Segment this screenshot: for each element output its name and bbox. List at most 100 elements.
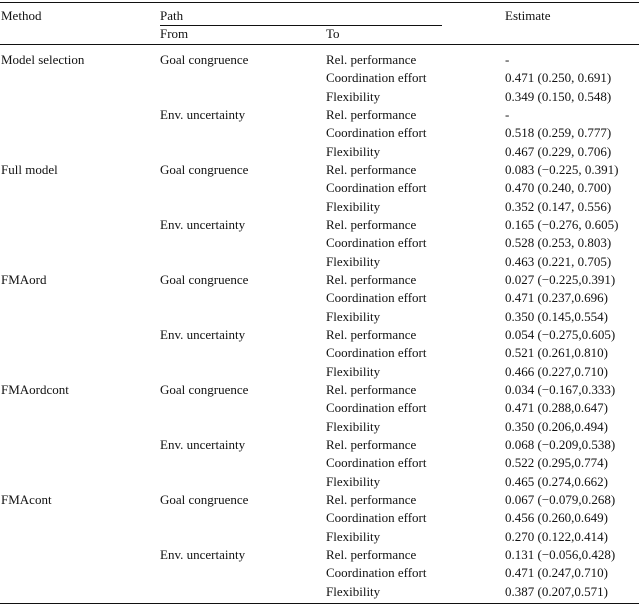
table-row: FMAcont Goal congruence Rel. performance 0.… <box>0 491 639 509</box>
cell-to: Rel. performance <box>326 217 417 232</box>
cell-estimate: 0.034 (−0.167,0.333) <box>505 381 616 397</box>
cell-estimate: 0.387 (0.207,0.571) <box>505 583 608 599</box>
cell-to: Flexibility <box>326 528 381 544</box>
cell-estimate: 0.067 (−0.079,0.268) <box>505 491 616 507</box>
table-row: Env. uncertainty Rel. performance - <box>0 106 639 124</box>
header-to: To <box>326 26 340 41</box>
cell-to: Flexibility <box>326 418 381 434</box>
cell-to: Coordination effort <box>326 565 427 581</box>
table-row: FMAordcont Goal congruence Rel. performanc… <box>0 381 639 399</box>
cell-estimate: 0.471 (0.247,0.710) <box>505 565 608 581</box>
cell-estimate: 0.131 (−0.056,0.428) <box>505 546 616 562</box>
cell-method: FMAordcont <box>1 381 69 397</box>
cell-from: Env. uncertainty <box>160 326 246 342</box>
cell-to: Coordination effort <box>326 455 427 471</box>
cell-from: Env. uncertainty <box>160 217 246 232</box>
cell-to: Rel. performance <box>326 381 417 397</box>
header-path: Path <box>160 8 184 23</box>
table-row: Flexibility 0.350 (0.145,0.554) <box>0 308 639 326</box>
header-method: Method <box>1 8 42 23</box>
table-row: Flexibility 0.463 (0.221, 0.705) <box>0 253 639 271</box>
cell-from: Goal congruence <box>160 162 249 177</box>
cell-to: Flexibility <box>326 198 381 214</box>
table-row: Flexibility 0.466 (0.227,0.710) <box>0 363 639 381</box>
table-row: Flexibility 0.349 (0.150, 0.548) <box>0 88 639 106</box>
cell-to: Coordination effort <box>326 290 427 306</box>
cell-estimate: 0.471 (0.288,0.647) <box>505 400 608 416</box>
cell-to: Rel. performance <box>326 546 417 562</box>
cell-method: FMAcont <box>1 491 52 507</box>
bottom-rule <box>0 603 639 604</box>
cell-to: Rel. performance <box>326 162 417 177</box>
cell-estimate: 0.466 (0.227,0.710) <box>505 363 608 379</box>
cell-to: Rel. performance <box>326 491 417 507</box>
table-row: Coordination effort 0.471 (0.250, 0.691) <box>0 69 639 87</box>
table-row: Env. uncertainty Rel. performance 0.068 (−… <box>0 436 639 454</box>
cell-from: Env. uncertainty <box>160 546 246 562</box>
cell-estimate: 0.471 (0.237,0.696) <box>505 290 608 306</box>
cell-to: Rel. performance <box>326 52 417 67</box>
cell-estimate: 0.471 (0.250, 0.691) <box>505 70 612 86</box>
cell-estimate: - <box>505 107 510 122</box>
cell-estimate: 0.470 (0.240, 0.700) <box>505 180 612 196</box>
cell-estimate: 0.165 (−0.276, 0.605) <box>505 217 619 232</box>
table-row: Env. uncertainty Rel. performance 0.054 (−… <box>0 326 639 344</box>
cell-to: Flexibility <box>326 583 381 599</box>
cell-from: Env. uncertainty <box>160 107 246 122</box>
table-row: Flexibility 0.467 (0.229, 0.706) <box>0 143 639 161</box>
cell-estimate: 0.054 (−0.275,0.605) <box>505 326 616 342</box>
cell-estimate: 0.068 (−0.209,0.538) <box>505 436 616 452</box>
table-row: Flexibility 0.350 (0.206,0.494) <box>0 418 639 436</box>
cell-estimate: 0.518 (0.259, 0.777) <box>505 125 612 141</box>
table-row: Flexibility 0.465 (0.274,0.662) <box>0 473 639 491</box>
cell-estimate: 0.465 (0.274,0.662) <box>505 473 608 489</box>
table-row: Model selection Goal congruence Rel. perfo… <box>0 51 639 69</box>
table-row: Flexibility 0.387 (0.207,0.571) <box>0 583 639 601</box>
cell-estimate: 0.350 (0.145,0.554) <box>505 308 608 324</box>
table-row: Flexibility 0.270 (0.122,0.414) <box>0 528 639 546</box>
cell-to: Flexibility <box>326 253 381 269</box>
table-row: Env. uncertainty Rel. performance 0.165 (−… <box>0 216 639 234</box>
cell-estimate: - <box>505 52 510 67</box>
table-row: Full model Goal congruence Rel. performanc… <box>0 161 639 179</box>
cell-estimate: 0.463 (0.221, 0.705) <box>505 253 612 269</box>
header-estimate: Estimate <box>505 8 551 23</box>
path-rule <box>160 25 442 26</box>
cell-to: Coordination effort <box>326 510 427 526</box>
cell-to: Flexibility <box>326 363 381 379</box>
cell-from: Goal congruence <box>160 272 249 287</box>
cell-to: Rel. performance <box>326 436 417 452</box>
cell-estimate: 0.521 (0.261,0.810) <box>505 345 608 361</box>
cell-to: Coordination effort <box>326 180 427 196</box>
cell-to: Coordination effort <box>326 235 427 251</box>
cell-estimate: 0.083 (−0.225, 0.391) <box>505 162 619 177</box>
table-row: Coordination effort 0.471 (0.247,0.710) <box>0 564 639 582</box>
table-row: Coordination effort 0.471 (0.237,0.696) <box>0 289 639 307</box>
cell-to: Coordination effort <box>326 400 427 416</box>
cell-to: Flexibility <box>326 143 381 159</box>
table-row: Coordination effort 0.522 (0.295,0.774) <box>0 454 639 472</box>
cell-estimate: 0.352 (0.147, 0.556) <box>505 198 612 214</box>
header-rule <box>0 44 639 45</box>
table-row: Coordination effort 0.528 (0.253, 0.803) <box>0 234 639 252</box>
cell-estimate: 0.027 (−0.225,0.391) <box>505 272 616 287</box>
cell-to: Coordination effort <box>326 125 427 141</box>
cell-estimate: 0.270 (0.122,0.414) <box>505 528 608 544</box>
cell-method: Model selection <box>1 52 85 67</box>
table-row: Coordination effort 0.521 (0.261,0.810) <box>0 344 639 362</box>
cell-estimate: 0.528 (0.253, 0.803) <box>505 235 612 251</box>
cell-from: Env. uncertainty <box>160 436 246 452</box>
cell-estimate: 0.456 (0.260,0.649) <box>505 510 608 526</box>
cell-to: Rel. performance <box>326 326 417 342</box>
header-from: From <box>160 26 189 41</box>
cell-to: Flexibility <box>326 88 381 104</box>
cell-estimate: 0.349 (0.150, 0.548) <box>505 88 612 104</box>
table-row: Coordination effort 0.456 (0.260,0.649) <box>0 509 639 527</box>
table-row: Flexibility 0.352 (0.147, 0.556) <box>0 198 639 216</box>
table-row: Coordination effort 0.470 (0.240, 0.700) <box>0 179 639 197</box>
cell-to: Coordination effort <box>326 345 427 361</box>
cell-method: Full model <box>1 162 58 177</box>
top-rule <box>0 2 639 3</box>
table-row: Env. uncertainty Rel. performance 0.131 (−… <box>0 546 639 564</box>
